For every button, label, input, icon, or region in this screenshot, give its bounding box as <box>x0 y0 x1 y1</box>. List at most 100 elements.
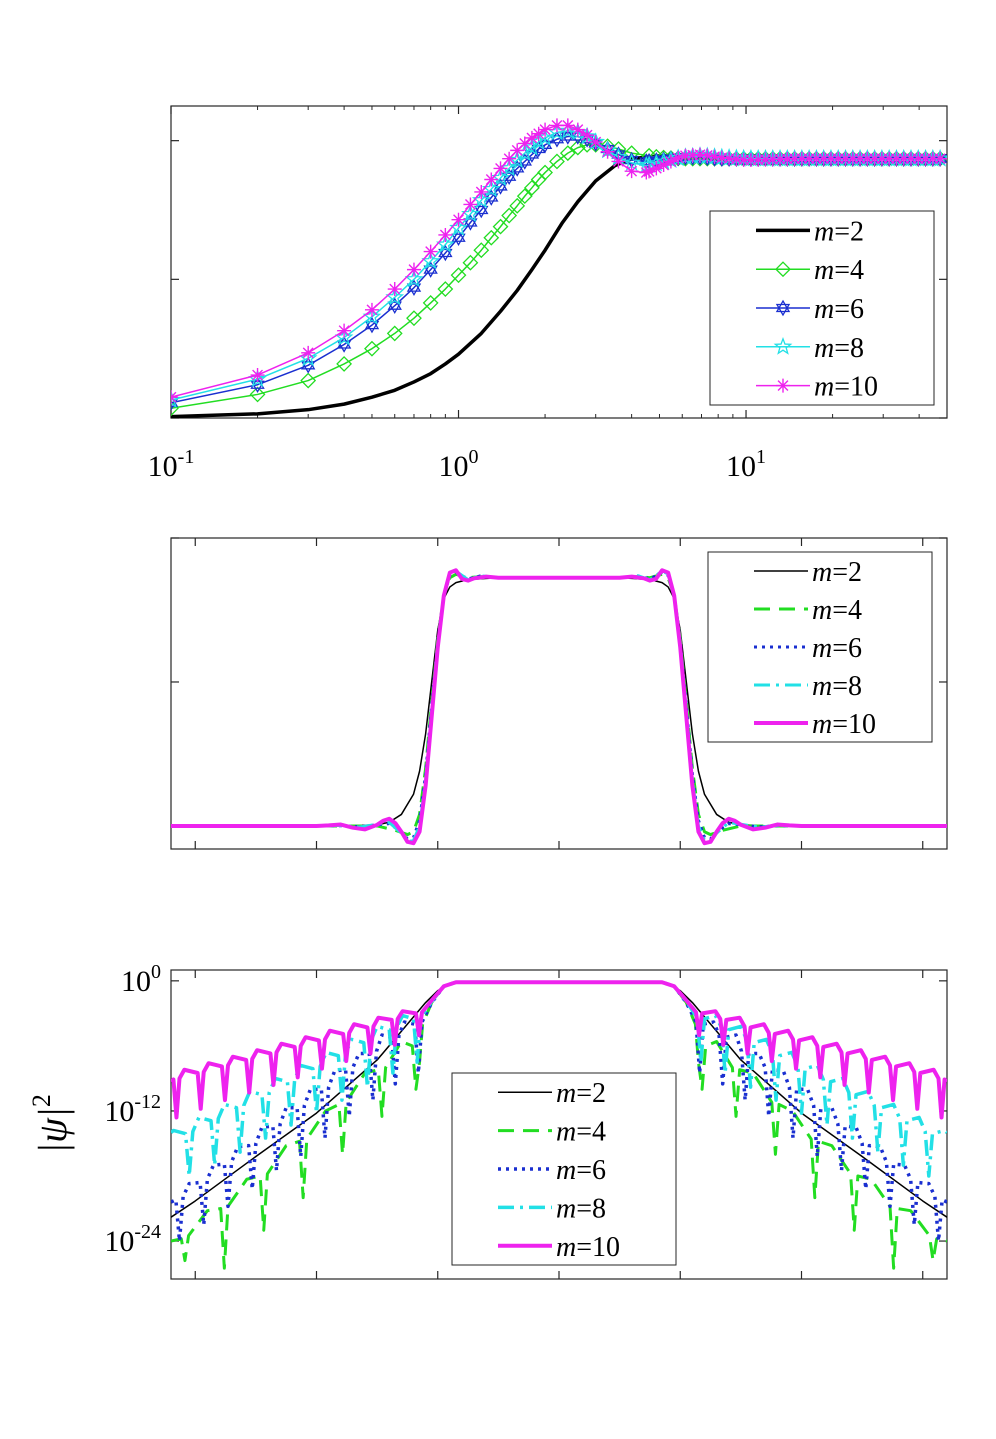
data-point <box>364 316 380 334</box>
data-point <box>743 152 758 167</box>
data-point <box>889 151 904 166</box>
data-point <box>860 151 875 166</box>
data-point <box>685 148 700 163</box>
data-point <box>501 207 518 224</box>
legend-entry: m=10 <box>814 372 878 403</box>
data-point <box>493 161 508 176</box>
data-point <box>845 151 860 166</box>
data-point <box>406 262 421 277</box>
data-point <box>925 151 940 166</box>
data-point <box>570 122 585 137</box>
data-point <box>656 157 671 172</box>
data-point <box>406 279 422 296</box>
data-point <box>483 229 500 246</box>
data-point <box>559 145 576 162</box>
data-point <box>249 386 266 403</box>
data-point <box>671 150 686 165</box>
data-point <box>337 323 352 338</box>
data-point <box>678 148 693 163</box>
data-point <box>386 325 403 342</box>
data-point <box>787 151 802 166</box>
data-point <box>882 151 897 166</box>
data-point <box>642 164 657 179</box>
data-point <box>707 149 722 164</box>
data-point <box>422 294 439 311</box>
legend: m=2 m=4 m=6 m=8 m=10 <box>709 210 935 406</box>
data-point <box>510 160 525 177</box>
data-point <box>867 151 882 166</box>
data-point <box>560 118 575 133</box>
series-group <box>171 118 947 418</box>
data-point <box>722 151 737 166</box>
data-point <box>364 302 379 317</box>
data-point <box>364 340 380 357</box>
data-point <box>336 356 353 372</box>
data-point <box>484 189 499 206</box>
series-group <box>171 980 947 1270</box>
data-point <box>831 151 846 166</box>
legend-entry: m=6 <box>814 294 864 325</box>
data-point <box>751 152 766 167</box>
legend: m=2 m=4 m=6 m=8 m=10 <box>707 551 933 743</box>
data-point <box>853 151 868 166</box>
data-point <box>933 151 947 166</box>
data-point <box>250 368 265 383</box>
data-point <box>904 151 919 166</box>
data-point <box>773 152 788 167</box>
data-point <box>714 150 729 165</box>
legend-entry: m=6 <box>812 633 862 664</box>
data-point <box>549 153 565 170</box>
data-point <box>451 229 466 247</box>
data-point <box>823 151 838 166</box>
legend-marker <box>775 261 791 278</box>
data-point <box>538 122 553 137</box>
data-point <box>611 154 626 169</box>
data-point <box>492 218 509 235</box>
data-point <box>639 165 654 180</box>
data-point <box>874 151 889 166</box>
legend-entry: m=4 <box>812 595 862 626</box>
data-point <box>450 267 467 284</box>
series-line-m10 <box>171 568 947 846</box>
series-line-m10 <box>171 980 947 1120</box>
legend-marker <box>776 378 790 393</box>
legend-entry: m=10 <box>556 1232 620 1263</box>
data-point <box>509 197 526 214</box>
legend-entry: m=8 <box>814 333 864 364</box>
data-point <box>537 164 553 181</box>
series-group <box>171 568 947 846</box>
data-point <box>387 297 402 314</box>
y-tick-label: 10-12 <box>104 1091 161 1128</box>
legend-entry: m=8 <box>556 1193 606 1224</box>
legend-entry: m=2 <box>814 216 864 247</box>
data-point <box>600 144 615 159</box>
data-point <box>301 345 316 360</box>
legend-entry: m=2 <box>556 1078 606 1109</box>
data-point <box>524 130 539 145</box>
legend-marker <box>775 299 791 317</box>
legend-marker <box>773 336 793 355</box>
data-point <box>802 151 817 166</box>
legend-entry: m=10 <box>812 709 876 740</box>
data-point <box>794 151 809 166</box>
series-line-m8 <box>171 980 947 1178</box>
data-point <box>438 244 453 262</box>
x-tick-label: 100 <box>439 446 479 483</box>
data-point <box>502 151 517 166</box>
legend-entry: m=2 <box>812 557 862 588</box>
legend-box <box>707 551 933 743</box>
y-tick-label: 10-24 <box>104 1221 161 1258</box>
data-point <box>816 151 831 166</box>
data-point <box>517 136 532 151</box>
data-point <box>473 242 490 259</box>
data-point <box>560 128 576 145</box>
data-point <box>700 148 715 163</box>
panel-a: 10-1 100 101 m=2 m=4 m=6 m=8 m=10 <box>148 105 948 483</box>
x-axis-ticks <box>194 538 924 849</box>
y-axis-ticks: 100 10-12 10-24 <box>104 961 947 1258</box>
legend-box <box>451 1072 677 1266</box>
data-point <box>780 151 795 166</box>
data-point <box>624 164 639 179</box>
data-point <box>300 372 317 389</box>
data-point <box>463 197 478 212</box>
